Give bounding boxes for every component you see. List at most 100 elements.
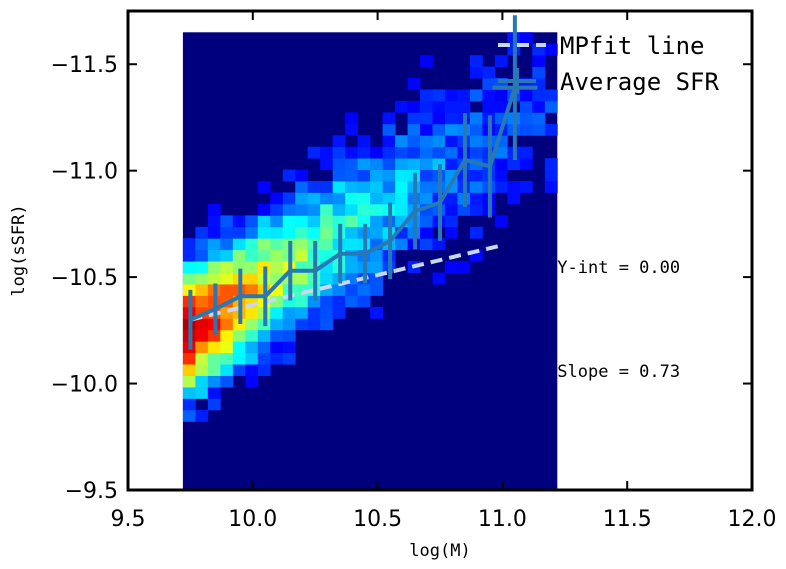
heatmap-cell — [257, 352, 271, 365]
heatmap-cell — [420, 238, 433, 251]
heatmap-cell — [295, 238, 309, 251]
heatmap-cell — [332, 169, 346, 182]
legend: MPfit line Average SFR — [498, 32, 719, 96]
heatmap-cell — [432, 135, 446, 148]
heatmap-cell — [532, 66, 546, 79]
heatmap-cell — [245, 238, 259, 251]
heatmap-cell — [182, 398, 196, 411]
heatmap-cell — [519, 181, 533, 193]
heatmap-cell — [482, 78, 496, 90]
heatmap-cell — [220, 215, 234, 228]
heatmap-cell — [382, 192, 396, 205]
heatmap-cell — [320, 249, 334, 262]
heatmap-cell — [270, 295, 284, 308]
heatmap-cell — [420, 169, 433, 182]
heatmap-cell — [182, 261, 196, 273]
heatmap-cell — [345, 272, 359, 285]
heatmap-cell — [432, 112, 446, 125]
annotations: Y-int = 0.00 Slope = 0.73 — [557, 258, 680, 382]
heatmap-cell — [207, 341, 221, 354]
heatmap-cell — [370, 249, 383, 262]
heatmap-cell — [195, 249, 209, 262]
heatmap — [182, 32, 558, 491]
heatmap-cell — [544, 123, 558, 136]
heatmap-cell — [395, 226, 408, 239]
heatmap-cell — [407, 100, 421, 113]
heatmap-cell — [320, 215, 334, 228]
heatmap-cell — [332, 295, 346, 308]
y-tick-label: −11.0 — [51, 160, 118, 185]
heatmap-cell — [469, 123, 483, 136]
heatmap-cell — [357, 158, 371, 170]
heatmap-cell — [232, 261, 246, 273]
heatmap-cell — [507, 181, 521, 193]
heatmap-cell — [544, 158, 558, 170]
heatmap-cell — [257, 181, 271, 193]
heatmap-cell — [270, 226, 284, 239]
heatmap-cell — [270, 215, 284, 228]
heatmap-cell — [494, 112, 508, 125]
heatmap-cell — [382, 181, 396, 193]
heatmap-cell — [207, 249, 221, 262]
heatmap-cell — [420, 203, 433, 216]
heatmap-cell — [494, 158, 508, 170]
heatmap-cell — [295, 261, 309, 273]
heatmap-cell — [345, 295, 359, 308]
heatmap-cell — [245, 295, 259, 308]
heatmap-cell — [332, 284, 346, 296]
heatmap-cell — [494, 146, 508, 159]
heatmap-cell — [195, 341, 209, 354]
x-tick-label: 11.0 — [478, 507, 527, 532]
heatmap-cell — [282, 329, 296, 342]
heatmap-cell — [207, 203, 221, 216]
x-tick-label: 10.5 — [353, 507, 402, 532]
heatmap-cell — [182, 409, 196, 422]
heatmap-cell — [270, 352, 284, 365]
heatmap-cell — [182, 364, 196, 376]
heatmap-cell — [544, 100, 558, 113]
heatmap-cell — [420, 112, 433, 125]
heatmap-cell — [395, 100, 408, 113]
heatmap-cell — [432, 158, 446, 170]
heatmap-cell — [282, 226, 296, 239]
heatmap-cell — [182, 387, 196, 399]
heatmap-cell — [469, 66, 483, 79]
heatmap-cell — [507, 158, 521, 170]
heatmap-cell — [469, 181, 483, 193]
heatmap-cell — [370, 226, 383, 239]
heatmap-cell — [482, 100, 496, 113]
heatmap-cell — [482, 66, 496, 79]
heatmap-cell — [220, 352, 234, 365]
heatmap-cell — [519, 146, 533, 159]
heatmap-cell — [507, 192, 521, 205]
heatmap-cell — [332, 158, 346, 170]
heatmap-cell — [232, 238, 246, 251]
heatmap-cell — [195, 261, 209, 273]
heatmap-cell — [257, 203, 271, 216]
heatmap-cell — [207, 238, 221, 251]
heatmap-cell — [357, 169, 371, 182]
heatmap-cell — [232, 249, 246, 262]
heatmap-cell — [382, 169, 396, 182]
heatmap-cell — [245, 329, 259, 342]
heatmap-cell — [245, 306, 259, 319]
heatmap-cell — [257, 215, 271, 228]
heatmap-cell — [457, 261, 471, 273]
annotation-text: Y-int = 0.00 — [557, 258, 680, 278]
heatmap-cell — [257, 364, 271, 376]
heatmap-cell — [320, 306, 334, 319]
heatmap-cell — [320, 295, 334, 308]
heatmap-cell — [220, 318, 234, 331]
heatmap-cell — [207, 352, 221, 365]
heatmap-cell — [469, 146, 483, 159]
heatmap-cell — [270, 329, 284, 342]
legend-mpfit-label: MPfit line — [560, 32, 705, 60]
heatmap-cell — [407, 112, 421, 125]
heatmap-cell — [357, 192, 371, 205]
heatmap-cell — [195, 409, 209, 422]
heatmap-cell — [245, 284, 259, 296]
heatmap-cell — [370, 261, 383, 273]
heatmap-cell — [494, 100, 508, 113]
heatmap-cell — [320, 272, 334, 285]
heatmap-cell — [420, 123, 433, 136]
